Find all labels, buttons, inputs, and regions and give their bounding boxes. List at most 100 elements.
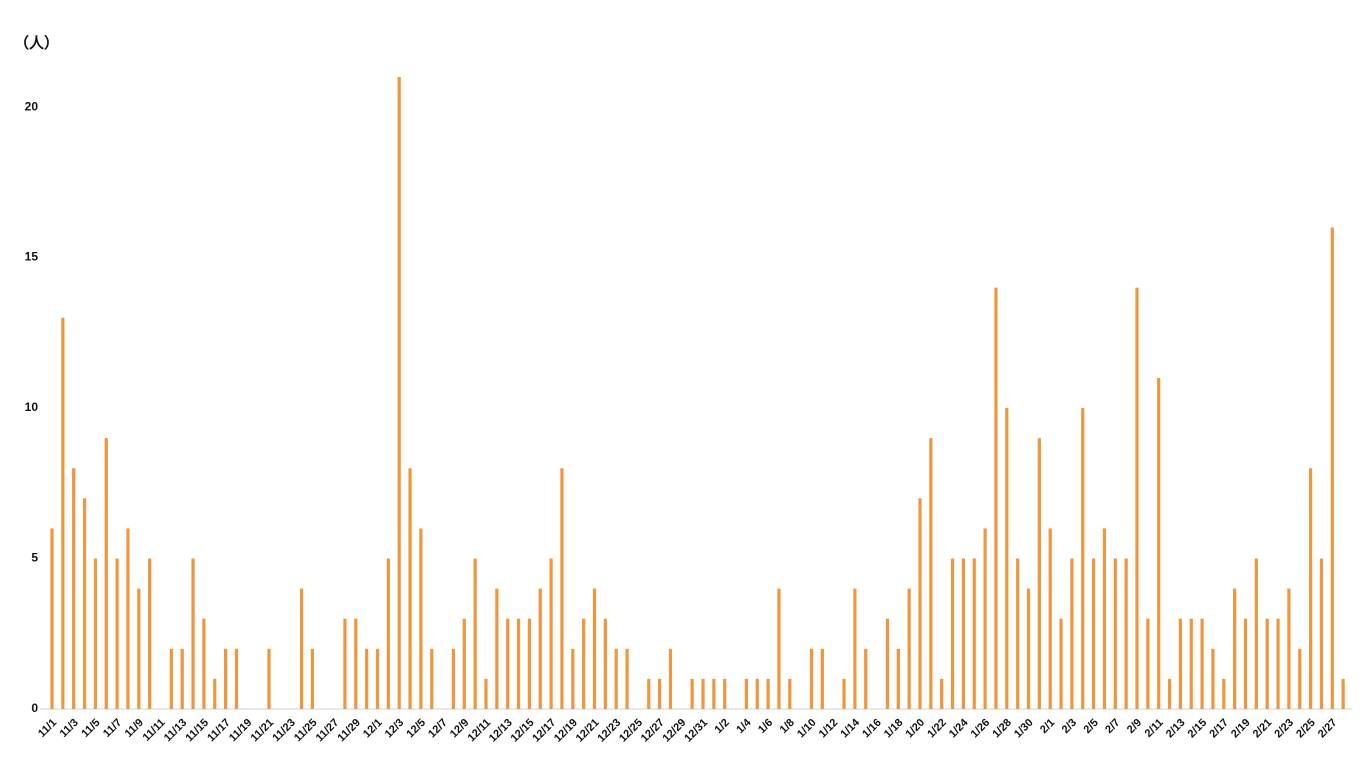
x-tick-label: 2/1 [1038, 717, 1057, 736]
x-tick-label: 1/2 [713, 717, 732, 736]
bar [126, 528, 130, 709]
bar [1243, 618, 1248, 709]
x-tick-label: 1/30 [1012, 717, 1036, 741]
bar [582, 618, 586, 709]
x-tick-label: 2/3 [1060, 717, 1079, 736]
bar [495, 588, 499, 709]
x-tick-label: 11/27 [314, 717, 342, 745]
bar [950, 558, 955, 709]
bar [1157, 377, 1161, 709]
bar [549, 558, 553, 709]
x-tick-label: 12/31 [682, 717, 710, 745]
y-tick-label: 0 [31, 701, 38, 715]
x-tick-label: 1/16 [860, 717, 884, 741]
x-tick-label: 12/13 [487, 717, 515, 745]
x-tick-label: 2/23 [1272, 717, 1296, 741]
x-tick-label: 12/1 [361, 717, 385, 741]
x-tick-label: 11/7 [101, 717, 124, 740]
bar [603, 618, 607, 709]
x-tick-label: 12/3 [383, 717, 407, 741]
bar [755, 678, 759, 709]
x-tick-label: 1/10 [795, 717, 819, 741]
bar [527, 618, 531, 709]
x-tick-label: 2/5 [1081, 717, 1100, 736]
bar [93, 558, 97, 709]
bar [299, 588, 304, 709]
bar [310, 648, 314, 709]
x-tick-label: 2/17 [1207, 717, 1231, 741]
bar [1211, 648, 1215, 709]
bar [72, 468, 76, 709]
bar [723, 678, 727, 709]
y-tick-label: 10 [25, 400, 39, 414]
bar [1200, 618, 1204, 709]
bar [1254, 558, 1258, 709]
x-tick-label: 2/9 [1125, 717, 1144, 736]
x-tick-label: 1/12 [817, 717, 841, 741]
bar [1113, 558, 1117, 709]
bar [885, 618, 890, 709]
bar [1265, 618, 1269, 709]
x-tick-label: 11/11 [141, 717, 168, 744]
bar [137, 588, 141, 709]
x-tick-label: 2/27 [1316, 717, 1340, 741]
bar [777, 588, 781, 709]
x-tick-label: 11/29 [335, 717, 363, 745]
x-tick-label: 11/21 [249, 717, 277, 745]
bar [788, 678, 792, 709]
bar [354, 618, 358, 709]
bar [1341, 678, 1345, 709]
bar [983, 528, 987, 709]
bar [419, 528, 423, 709]
bar [1092, 558, 1096, 709]
bar [1319, 558, 1324, 709]
bar [1005, 408, 1009, 709]
bar [1048, 528, 1052, 709]
x-tick-label: 1/28 [990, 717, 1014, 741]
x-tick-label: 11/3 [58, 717, 81, 740]
bar [1146, 618, 1150, 709]
bar [1233, 588, 1237, 709]
bar [744, 678, 748, 709]
bar [820, 648, 824, 709]
bar [560, 468, 564, 709]
x-tick-label: 12/19 [552, 717, 580, 745]
bar [1167, 678, 1172, 709]
bar [1037, 438, 1041, 709]
bar [1189, 618, 1193, 709]
bar [1135, 287, 1139, 709]
bar [506, 618, 510, 709]
bar [690, 678, 694, 709]
bar [1287, 588, 1291, 709]
bar [1298, 648, 1302, 709]
x-tick-label: 11/13 [162, 717, 190, 745]
bar [61, 317, 65, 709]
bar [386, 558, 390, 709]
x-tick-label: 12/5 [404, 717, 428, 741]
bar [842, 678, 846, 709]
bar [473, 558, 477, 709]
bar [1026, 588, 1031, 709]
bar [853, 588, 857, 709]
bar [538, 588, 542, 709]
bar [1059, 618, 1063, 709]
x-tick-label: 2/15 [1186, 717, 1210, 741]
bar [1070, 558, 1074, 709]
bar [169, 648, 173, 709]
bar [592, 588, 597, 709]
x-tick-label: 1/6 [756, 717, 775, 736]
x-tick-label: 2/25 [1294, 717, 1318, 741]
x-tick-label: 2/21 [1251, 717, 1275, 741]
bar [50, 528, 54, 709]
x-tick-label: 12/21 [574, 717, 602, 745]
x-tick-label: 12/29 [661, 717, 689, 745]
x-tick-label: 11/25 [292, 717, 320, 745]
x-tick-label: 1/22 [925, 717, 949, 741]
bar [267, 648, 271, 709]
x-tick-label: 2/19 [1229, 717, 1253, 741]
unit-label: （人） [14, 34, 59, 52]
x-tick-label: 11/17 [205, 717, 233, 745]
bar [907, 588, 911, 709]
x-tick-label: 12/11 [466, 717, 494, 745]
